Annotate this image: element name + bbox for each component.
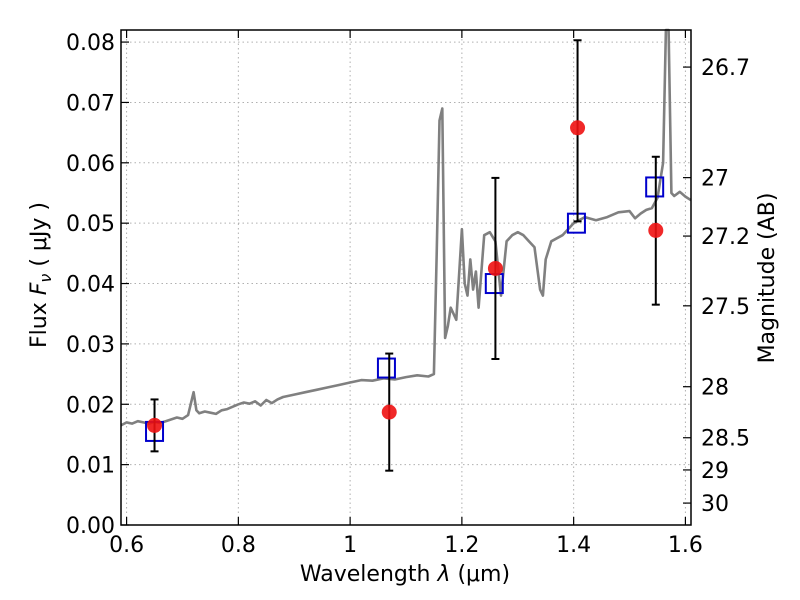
y2-tick-label: 29 — [701, 459, 729, 484]
grid — [121, 30, 691, 525]
plot-frame — [120, 29, 692, 526]
x-tick-label: 0.6 — [109, 533, 144, 558]
circle-point — [487, 260, 503, 276]
y-tick-label: 0.08 — [66, 31, 115, 56]
y-tick-label: 0.03 — [66, 333, 115, 358]
circle-point — [570, 120, 586, 136]
y-tick-label: 0.05 — [66, 212, 115, 237]
y2-tick-label: 27 — [701, 167, 729, 192]
x-tick-label: 1.4 — [556, 533, 591, 558]
y-tick-label: 0.01 — [66, 454, 115, 479]
y-tick-label: 0.00 — [66, 514, 115, 539]
y2-tick-label: 27.2 — [701, 225, 750, 250]
y2-tick-label: 28.5 — [701, 427, 750, 452]
y-tick-label: 0.06 — [66, 152, 115, 177]
y-tick-label: 0.02 — [66, 393, 115, 418]
y2-tick-label: 30 — [701, 492, 729, 517]
circle-point — [648, 222, 664, 238]
x-tick-label: 1.6 — [668, 533, 703, 558]
circle-point — [381, 404, 397, 420]
circle-point — [147, 417, 163, 433]
x-tick-label: 0.8 — [221, 533, 256, 558]
y2-tick-label: 27.5 — [701, 295, 750, 320]
x-tick-label: 1.2 — [444, 533, 479, 558]
y2-axis-title: Magnitude (AB) — [755, 193, 780, 364]
y2-tick-label: 26.7 — [701, 56, 750, 81]
x-axis-title: Wavelength λ (μm) — [300, 562, 510, 587]
square-point — [645, 176, 665, 198]
ticks: 0.6 0.8 1 1.2 1.4 1.6 0.00 0.01 0.02 0.03 0.04 0.05… — [66, 30, 750, 558]
x-tick-label: 1 — [343, 533, 357, 558]
y-tick-label: 0.04 — [66, 273, 115, 298]
y-tick-label: 0.07 — [66, 91, 115, 116]
spectrum-line — [120, 28, 692, 427]
series-layer — [120, 28, 692, 472]
square-point — [566, 212, 586, 234]
y2-tick-label: 28 — [701, 376, 729, 401]
y-axis-title: Flux Fν ( μJy ) — [27, 202, 55, 348]
square-point — [376, 357, 396, 379]
